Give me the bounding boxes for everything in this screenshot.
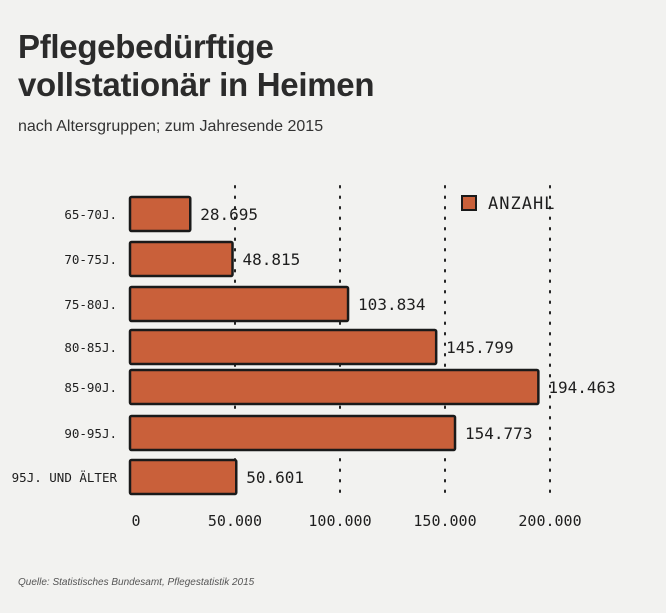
bar-7 <box>128 458 238 496</box>
category-label-3: 75-80J. <box>64 297 117 312</box>
bar-2 <box>128 240 234 278</box>
title-line-1: Pflegebedürftige <box>18 28 274 65</box>
bar-5 <box>128 368 540 406</box>
bar-6 <box>128 414 457 452</box>
category-label-7: 95J. UND ÄLTER <box>12 470 118 485</box>
value-label-1: 28.695 <box>200 205 258 224</box>
x-tick-label-2: 100.000 <box>308 512 371 530</box>
chart-title: Pflegebedürftige vollstationär in Heimen <box>18 28 638 104</box>
value-label-3: 103.834 <box>358 295 425 314</box>
value-label-6: 154.773 <box>465 424 532 443</box>
legend-swatch <box>461 195 477 211</box>
legend-label: ANZAHL <box>488 194 555 214</box>
bar-4 <box>128 328 438 366</box>
category-label-5: 85-90J. <box>64 380 117 395</box>
category-label-2: 70-75J. <box>64 252 117 267</box>
value-label-4: 145.799 <box>446 338 513 357</box>
source-note: Quelle: Statistisches Bundesamt, Pfleges… <box>18 577 255 588</box>
category-label-6: 90-95J. <box>64 426 117 441</box>
category-label-1: 65-70J. <box>64 207 117 222</box>
category-label-4: 80-85J. <box>64 340 117 355</box>
bar-1 <box>128 195 192 233</box>
bar-3 <box>128 285 350 323</box>
title-line-2: vollstationär in Heimen <box>18 66 375 103</box>
value-label-7: 50.601 <box>246 468 304 487</box>
x-tick-label-4: 200.000 <box>518 512 581 530</box>
x-tick-label-0: 0 <box>131 512 140 530</box>
x-tick-label-1: 50.000 <box>208 512 262 530</box>
value-label-2: 48.815 <box>243 250 301 269</box>
x-tick-label-3: 150.000 <box>413 512 476 530</box>
value-label-5: 194.463 <box>548 378 615 397</box>
chart-subtitle: nach Altersgruppen; zum Jahresende 2015 <box>18 118 324 135</box>
